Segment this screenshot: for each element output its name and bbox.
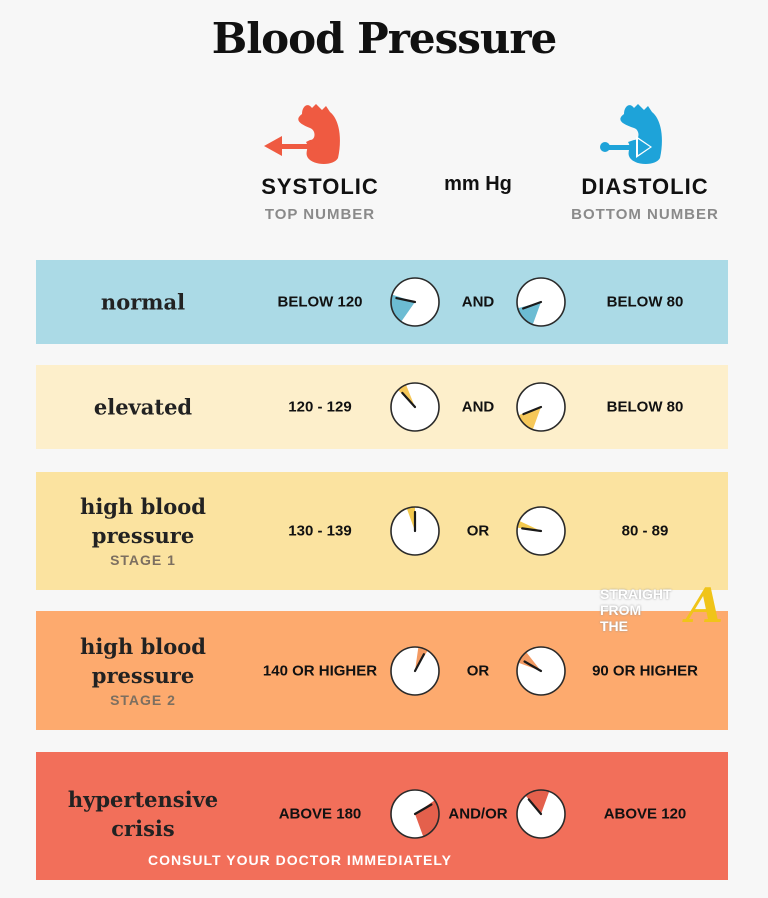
diastolic-label: DIASTOLIC (581, 174, 709, 199)
category-label: elevated (36, 393, 250, 422)
category-stage: STAGE 2 (110, 691, 176, 708)
watermark-text: STRAIGHT FROM THE (600, 586, 672, 634)
gauge-range-wedge (518, 651, 541, 671)
gauge-needle (522, 405, 543, 416)
gauge-rim (516, 789, 566, 839)
category-name: high blood pressure (80, 633, 206, 688)
diastolic-gauge-icon (516, 789, 566, 839)
gauge-needle (527, 798, 543, 816)
gauge-range-wedge (406, 507, 415, 531)
gauge-needle (413, 652, 426, 672)
diastolic-value: ABOVE 120 (603, 805, 687, 823)
connector-text: OR (466, 662, 490, 679)
gauge-rim (516, 277, 566, 327)
systolic-value: 130 - 139 (288, 522, 352, 540)
systolic-gauge-icon (390, 277, 440, 327)
category-label: hypertensive crisis (36, 785, 250, 843)
systolic-value: BELOW 120 (277, 293, 363, 311)
gauge-needle (522, 300, 543, 310)
connector-text: AND/OR (448, 805, 508, 823)
systolic-header: SYSTOLIC TOP NUMBER (210, 174, 430, 223)
diastolic-gauge-icon (516, 382, 566, 432)
gauge-rim (516, 506, 566, 556)
gauge-needle (401, 391, 417, 409)
diastolic-value: 90 OR HIGHER (592, 662, 698, 679)
category-row: normal BELOW 120 AND BELOW 80 (36, 260, 728, 344)
systolic-gauge-icon (390, 789, 440, 839)
heart-arrow-in-icon (600, 104, 662, 164)
systolic-gauge-icon (390, 382, 440, 432)
watermark-logo: STRAIGHT FROM THE A (600, 580, 740, 636)
category-label: high blood pressure STAGE 2 (36, 632, 250, 710)
category-name: normal (100, 289, 186, 315)
category-row: high blood pressure STAGE 2 140 OR HIGHER… (36, 611, 728, 730)
gauge-needle (413, 803, 433, 816)
unit-label: mm Hg (444, 173, 512, 195)
systolic-label: SYSTOLIC (261, 174, 379, 199)
connector-text: AND (461, 293, 495, 311)
gauge-rim (390, 645, 440, 696)
page-title: Blood Pressure (211, 14, 558, 63)
category-label: high blood pressure STAGE 1 (36, 492, 250, 570)
gauge-rim (516, 645, 566, 696)
diastolic-gauge-icon (516, 277, 566, 327)
gauge-range-wedge (525, 790, 550, 814)
systolic-sub: TOP NUMBER (264, 206, 376, 223)
diastolic-gauge-icon (516, 645, 566, 696)
category-row: elevated 120 - 129 AND BELOW 80 (36, 365, 728, 449)
category-name: elevated (93, 394, 193, 420)
gauge-rim (390, 382, 440, 432)
systolic-gauge-icon (390, 506, 440, 556)
gauge-needle (521, 527, 543, 533)
category-row: high blood pressure STAGE 1 130 - 139 OR … (36, 472, 728, 590)
diastolic-sub: BOTTOM NUMBER (571, 206, 719, 223)
gauge-range-wedge (415, 800, 439, 837)
gauge-rim (390, 789, 440, 839)
heart-arrow-out-icon (264, 104, 340, 164)
diastolic-value: 80 - 89 (621, 522, 669, 540)
connector-text: OR (466, 522, 490, 540)
gauge-rim (516, 382, 566, 432)
category-name: high blood pressure (80, 494, 206, 548)
category-row: hypertensive crisis ABOVE 180 AND/OR ABOV… (36, 752, 728, 880)
gauge-needle (395, 296, 417, 304)
systolic-gauge-icon (390, 645, 440, 696)
category-stage: STAGE 1 (110, 552, 176, 568)
category-label: normal (36, 288, 250, 317)
consult-note: CONSULT YOUR DOCTOR IMMEDIATELY (147, 852, 452, 868)
connector-text: AND (461, 398, 495, 416)
systolic-value: 140 OR HIGHER (262, 662, 378, 679)
diastolic-value: BELOW 80 (606, 398, 684, 416)
gauge-rim (390, 506, 440, 556)
diastolic-header: DIASTOLIC BOTTOM NUMBER (535, 174, 755, 223)
diastolic-value: BELOW 80 (606, 293, 684, 311)
systolic-value: 120 - 129 (288, 398, 352, 416)
watermark-letter: A (686, 578, 724, 634)
diastolic-gauge-icon (516, 506, 566, 556)
category-name: hypertensive crisis (67, 787, 219, 841)
gauge-needle (523, 659, 543, 672)
gauge-rim (390, 277, 440, 327)
systolic-value: ABOVE 180 (278, 805, 362, 823)
